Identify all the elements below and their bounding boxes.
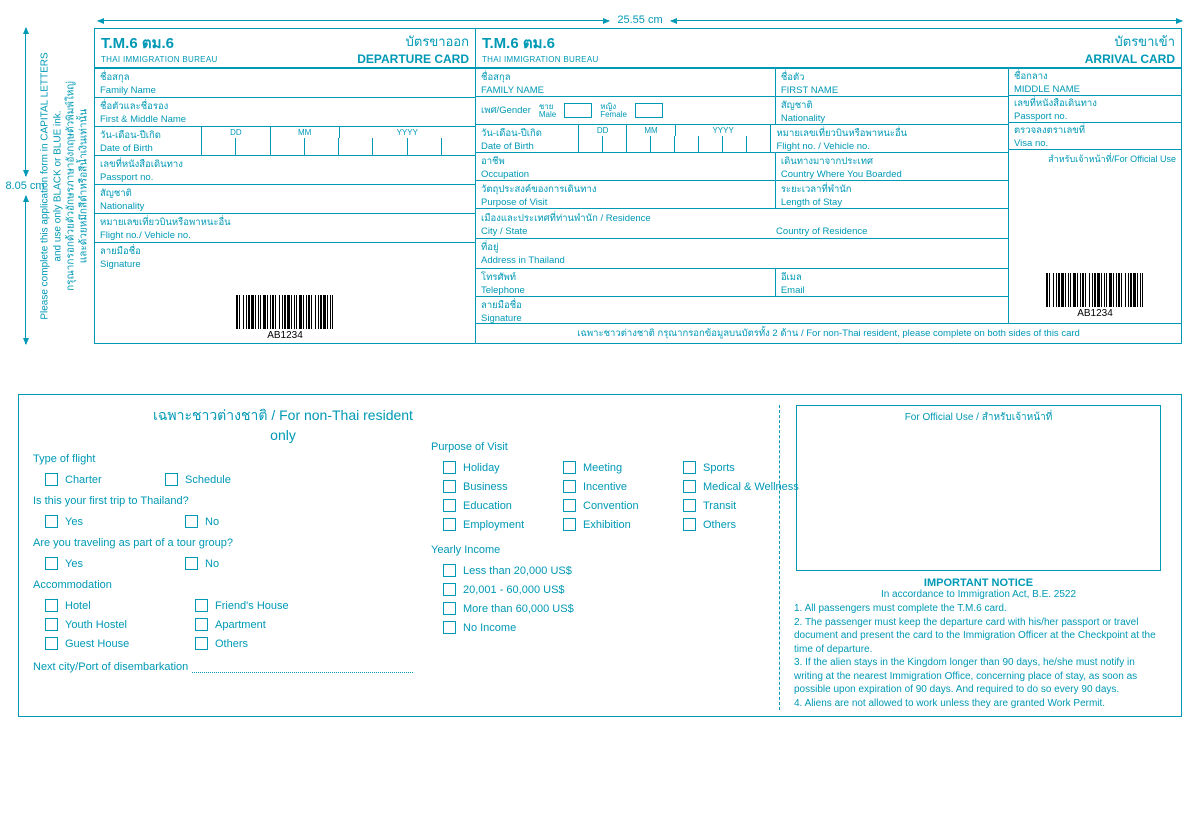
arr-flight[interactable]: หมายเลขเที่ยวบินหรือพาหนะอื่นFlight no. … — [771, 125, 1009, 152]
dep-signature[interactable]: ลายมือชื่อSignature — [95, 243, 475, 271]
option-convention[interactable]: Convention — [551, 499, 671, 512]
arr-dob[interactable]: วัน-เดือน-ปีเกิดDate of Birth DDMMYYYY — [476, 125, 771, 152]
q-income: Yearly Income — [431, 544, 761, 556]
option-sports[interactable]: Sports — [671, 461, 791, 474]
option-less-than-20-000-us-[interactable]: Less than 20,000 US$ — [431, 564, 761, 577]
dimension-width: 25.55 cm — [98, 14, 1182, 26]
option-exhibition[interactable]: Exhibition — [551, 518, 671, 531]
arr-tel[interactable]: โทรศัพท์Telephone — [476, 269, 776, 296]
option-charter[interactable]: Charter — [33, 473, 153, 486]
dep-dob[interactable]: วัน-เดือน-ปีเกิด Date of Birth DD MM YYY… — [95, 127, 475, 156]
option-business[interactable]: Business — [431, 480, 551, 493]
dep-family-name[interactable]: ชื่อสกุลFamily Name — [95, 69, 475, 98]
departure-card: T.M.6 ตม.6 THAI IMMIGRATION BUREAU บัตรข… — [95, 29, 476, 343]
arr-address[interactable]: ที่อยู่Address in Thailand — [476, 239, 1009, 269]
dimension-height: 8.05 cm — [18, 28, 32, 344]
q-flight-type: Type of flight — [33, 453, 413, 465]
arr-email[interactable]: อีเมลEmail — [776, 269, 1009, 296]
arr-residence[interactable]: เมืองและประเทศที่ท่านพำนัก / Residence C… — [476, 209, 1009, 239]
dep-flight[interactable]: หมายเลขเที่ยวบินหรือพาหนะอื่นFlight no./… — [95, 214, 475, 243]
arr-code: T.M.6 ตม.6 — [482, 31, 599, 55]
arr-visa[interactable]: ตรวจลงตราเลขที่Visa no. — [1009, 123, 1181, 150]
option-others[interactable]: Others — [671, 518, 791, 531]
dep-title-en: DEPARTURE CARD — [357, 52, 469, 66]
option-no[interactable]: No — [173, 557, 313, 570]
q-accom: Accommodation — [33, 579, 413, 591]
arr-family[interactable]: ชื่อสกุลFAMILY NAME — [476, 69, 776, 96]
option-yes[interactable]: Yes — [33, 557, 173, 570]
tm6-back: เฉพาะชาวต่างชาติ / For non-Thai resident… — [18, 394, 1182, 717]
dep-code: T.M.6 ตม.6 — [101, 31, 218, 55]
arr-title-th: บัตรขาเข้า — [1085, 31, 1175, 52]
option-youth-hostel[interactable]: Youth Hostel — [33, 618, 183, 631]
arr-barcode: AB1234 — [1009, 235, 1181, 324]
option-friend-s-house[interactable]: Friend's House — [183, 599, 333, 612]
side-instructions: Please complete this application form in… — [36, 28, 94, 344]
q-tour: Are you traveling as part of a tour grou… — [33, 537, 413, 549]
notice-list: 1. All passengers must complete the T.M.… — [790, 602, 1167, 710]
dep-nationality[interactable]: สัญชาติNationality — [95, 185, 475, 214]
arr-middle[interactable]: ชื่อกลางMIDDLE NAME — [1009, 69, 1181, 96]
dep-barcode: AB1234 — [95, 271, 475, 343]
arr-signature[interactable]: ลายมือชื่อSignature — [476, 297, 1009, 323]
official-use-box: For Official Use / สำหรับเจ้าหน้าที่ — [796, 405, 1161, 571]
arr-stay[interactable]: ระยะเวลาที่พำนักLength of Stay — [776, 181, 1009, 208]
arrival-card: T.M.6 ตม.6 THAI IMMIGRATION BUREAU บัตรข… — [476, 29, 1181, 343]
option-no[interactable]: No — [173, 515, 313, 528]
option-schedule[interactable]: Schedule — [153, 473, 273, 486]
option-transit[interactable]: Transit — [671, 499, 791, 512]
arr-gender[interactable]: เพศ/Gender ชายMale หญิงFemale — [476, 97, 776, 124]
notice-title: IMPORTANT NOTICE — [790, 577, 1167, 589]
arr-official: สำหรับเจ้าหน้าที่/For Official Use — [1009, 150, 1181, 235]
back-right: For Official Use / สำหรับเจ้าหน้าที่ IMP… — [779, 405, 1167, 710]
option-apartment[interactable]: Apartment — [183, 618, 333, 631]
notice-sub: In accordance to Immigration Act, B.E. 2… — [790, 589, 1167, 600]
dim-w-label: 25.55 cm — [609, 14, 670, 26]
arr-nationality[interactable]: สัญชาติNationality — [776, 97, 1009, 124]
dep-title-th: บัตรขาออก — [357, 31, 469, 52]
option-yes[interactable]: Yes — [33, 515, 173, 528]
option-education[interactable]: Education — [431, 499, 551, 512]
back-title: เฉพาะชาวต่างชาติ / For non-Thai resident… — [153, 405, 413, 443]
option-holiday[interactable]: Holiday — [431, 461, 551, 474]
option-no-income[interactable]: No Income — [431, 621, 761, 634]
arr-right-panel: ชื่อกลางMIDDLE NAME เลขที่หนังสือเดินทาง… — [1009, 69, 1181, 323]
option-meeting[interactable]: Meeting — [551, 461, 671, 474]
option-hotel[interactable]: Hotel — [33, 599, 183, 612]
dep-passport[interactable]: เลขที่หนังสือเดินทางPassport no. — [95, 156, 475, 185]
arr-title-en: ARRIVAL CARD — [1085, 52, 1175, 66]
arr-footer: เฉพาะชาวต่างชาติ กรุณากรอกข้อมูลบนบัตรทั… — [476, 323, 1181, 343]
dep-bureau: THAI IMMIGRATION BUREAU — [101, 55, 218, 64]
arr-bureau: THAI IMMIGRATION BUREAU — [482, 55, 599, 64]
q-purpose: Purpose of Visit — [431, 441, 761, 453]
q-disembark[interactable]: Next city/Port of disembarkation — [33, 661, 413, 673]
arr-occupation[interactable]: อาชีพOccupation — [476, 153, 776, 180]
arr-purpose[interactable]: วัตถุประสงค์ของการเดินทางPurpose of Visi… — [476, 181, 776, 208]
option-more-than-60-000-us-[interactable]: More than 60,000 US$ — [431, 602, 761, 615]
option-others[interactable]: Others — [183, 637, 333, 650]
option-employment[interactable]: Employment — [431, 518, 551, 531]
tm6-card: T.M.6 ตม.6 THAI IMMIGRATION BUREAU บัตรข… — [94, 28, 1182, 344]
arr-first[interactable]: ชื่อตัวFIRST NAME — [776, 69, 1009, 96]
option-20-001-60-000-us-[interactable]: 20,001 - 60,000 US$ — [431, 583, 761, 596]
arr-passport[interactable]: เลขที่หนังสือเดินทางPassport no. — [1009, 96, 1181, 123]
option-guest-house[interactable]: Guest House — [33, 637, 183, 650]
arr-boarded[interactable]: เดินทางมาจากประเทศCountry Where You Boar… — [776, 153, 1009, 180]
q-first-trip: Is this your first trip to Thailand? — [33, 495, 413, 507]
option-incentive[interactable]: Incentive — [551, 480, 671, 493]
dep-first-middle[interactable]: ชื่อตัวและชื่อรองFirst & Middle Name — [95, 98, 475, 127]
